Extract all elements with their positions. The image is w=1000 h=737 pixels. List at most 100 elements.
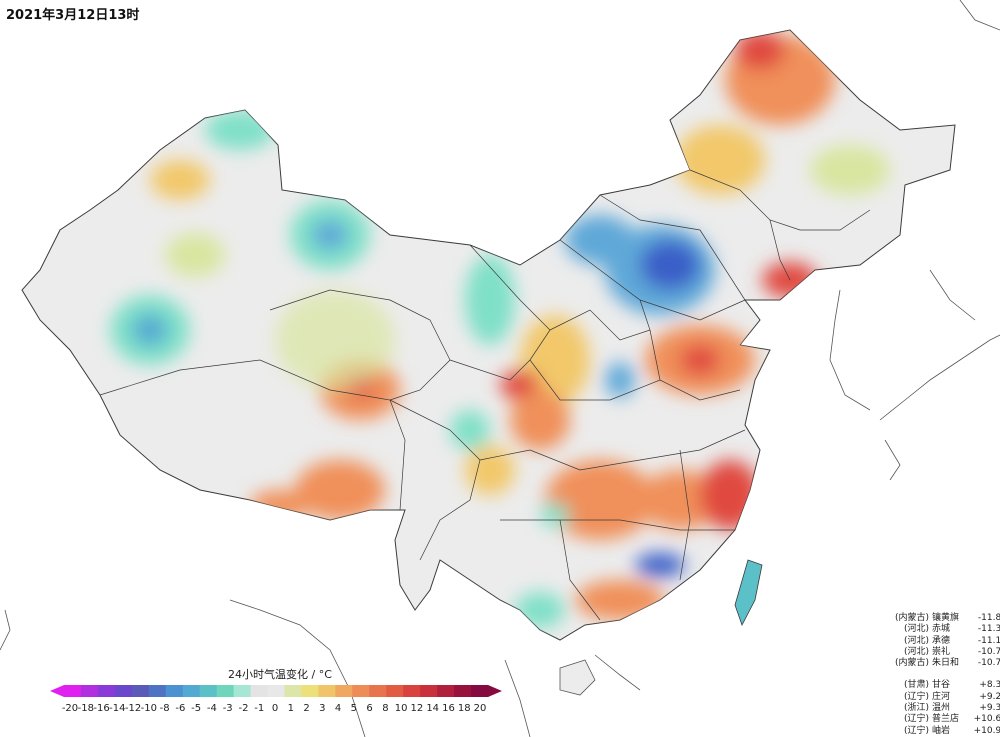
colorbar-tick-label: -18: [77, 703, 94, 714]
extreme-province: (河北): [903, 646, 929, 657]
extreme-value: -11.1°C: [977, 635, 1000, 646]
colorbar-swatch: [97, 685, 116, 697]
colorbar-swatch: [454, 685, 472, 697]
colorbar-swatch: [369, 685, 387, 697]
colorbar-swatch: [114, 685, 133, 697]
extreme-station: 甘谷: [932, 680, 951, 691]
colorbar-tick-label: 2: [303, 703, 310, 714]
colorbar-tick-label: -1: [254, 703, 265, 714]
extreme-station: 温州: [932, 703, 951, 714]
colorbar-arrow-left: [50, 685, 64, 697]
colorbar-tick-label: -2: [238, 703, 249, 714]
colorbar-swatch: [165, 685, 184, 697]
colorbar-title: 24小时气温变化 / °C: [228, 668, 332, 681]
colorbar-tick-label: 3: [319, 703, 326, 714]
colorbar-tick-label: 4: [334, 703, 342, 714]
colorbar-swatch: [352, 685, 370, 697]
colorbar-tick-label: 20: [473, 703, 487, 714]
extreme-value: +10.6°C: [973, 714, 1000, 725]
extreme-value: +9.3°C: [979, 703, 1000, 714]
colorbar-tick-label: 10: [394, 703, 408, 714]
extreme-station: 庄河: [932, 691, 951, 702]
extreme-row: (河北)崇礼 -10.7°C: [860, 647, 1000, 658]
colorbar-swatch: [80, 685, 99, 697]
colorbar-swatch: [64, 685, 82, 697]
extreme-row: (甘肃)甘谷 +8.3°C: [860, 680, 1000, 691]
extreme-station: 朱日和: [932, 658, 960, 669]
extreme-row: (内蒙古)镶黄旗 -11.8°C: [860, 613, 1000, 624]
extreme-station: 赤城: [932, 624, 951, 635]
colorbar-tick-label: 16: [442, 703, 455, 714]
taiwan-island: [734, 559, 763, 627]
extreme-province: (辽宁): [903, 691, 929, 702]
colorbar-swatch: [199, 685, 218, 697]
colorbar-tick-label: 14: [426, 703, 440, 714]
extreme-province: (辽宁): [903, 714, 929, 725]
colorbar-tick-label: -12: [124, 703, 142, 714]
extreme-province: (内蒙古): [894, 613, 929, 623]
colorbar-swatch: [318, 685, 336, 697]
colorbar-tick-label: -5: [191, 703, 202, 714]
extreme-value: +8.3°C: [979, 680, 1000, 691]
extreme-row: (浙江)温州 +9.3°C: [860, 703, 1000, 714]
colorbar-tick-label: -8: [159, 703, 170, 714]
colorbar-tick-label: 18: [457, 703, 471, 714]
extreme-value: -11.8°C: [977, 613, 1000, 623]
colorbar-tick-label: 6: [366, 703, 373, 714]
extreme-province: (甘肃): [903, 680, 929, 691]
colorbar-swatch: [131, 685, 150, 697]
colorbar-tick-label: -20: [61, 703, 79, 714]
extremes-panel: (内蒙古)镶黄旗-11.8°C(河北)赤城-11.3°C(河北)承德-11.1°…: [860, 613, 1000, 737]
extreme-station: 岫岩: [932, 725, 951, 736]
extremes-low-list: (内蒙古)镶黄旗-11.8°C(河北)赤城-11.3°C(河北)承德-11.1°…: [860, 613, 1000, 669]
colorbar-tick-label: -10: [140, 703, 158, 714]
colorbar-swatch: [250, 685, 269, 697]
extreme-province: (内蒙古): [894, 658, 929, 669]
colorbar-tick-label: 0: [271, 703, 279, 714]
extreme-station: 镶黄旗: [932, 613, 960, 623]
extreme-value: +9.2°C: [979, 691, 1000, 702]
extreme-row: (内蒙古)朱日和 -10.7°C: [860, 658, 1000, 669]
extreme-value: -10.7°C: [977, 646, 1000, 657]
extremes-high-list: (甘肃)甘谷+8.3°C(辽宁)庄河+9.2°C(浙江)温州+9.3°C(辽宁)…: [860, 680, 1000, 736]
colorbar-swatch: [420, 685, 438, 697]
colorbar-swatch: [437, 685, 455, 697]
colorbar-tick-label: 8: [382, 703, 389, 714]
colorbar-swatch: [403, 685, 421, 697]
colorbar-tick-label: 12: [410, 703, 424, 714]
colorbar-swatch: [471, 685, 489, 697]
colorbar-tick-label: -4: [206, 703, 217, 714]
hainan-island: [559, 659, 596, 696]
extreme-value: -10.7°C: [977, 658, 1000, 669]
colorbar-arrow-right: [488, 685, 502, 697]
colorbar-swatch: [284, 685, 302, 697]
colorbar-swatch: [301, 685, 319, 697]
extreme-row: (辽宁)普兰店 +10.6°C: [860, 714, 1000, 725]
extreme-value: -11.3°C: [977, 624, 1000, 635]
extreme-province: (河北): [903, 624, 929, 635]
extreme-row: (辽宁)岫岩 +10.9°C: [860, 726, 1000, 737]
colorbar-tick-label: -16: [93, 703, 110, 714]
extreme-value: +10.9°C: [973, 725, 1000, 736]
extreme-province: (辽宁): [903, 725, 929, 736]
colorbar-swatch: [335, 685, 353, 697]
colorbar-tick-label: -3: [222, 703, 233, 714]
extreme-row: (河北)承德 -11.1°C: [860, 636, 1000, 647]
colorbar-swatch: [233, 685, 252, 697]
extreme-row: (河北)赤城 -11.3°C: [860, 624, 1000, 635]
extreme-station: 崇礼: [932, 646, 951, 657]
colorbar-swatch: [386, 685, 404, 697]
colorbar-tick-label: 1: [287, 703, 294, 714]
temperature-field: [110, 30, 890, 628]
extreme-row: (辽宁)庄河 +9.2°C: [860, 692, 1000, 703]
colorbar-tick-label: -6: [175, 703, 186, 714]
extreme-station: 普兰店: [932, 714, 960, 725]
province-borders: [99, 169, 871, 621]
colorbar-tick-label: 5: [350, 703, 358, 714]
colorbar: [50, 685, 502, 697]
extreme-province: (浙江): [903, 703, 929, 714]
colorbar-swatch: [216, 685, 235, 697]
extreme-station: 承德: [932, 635, 951, 646]
